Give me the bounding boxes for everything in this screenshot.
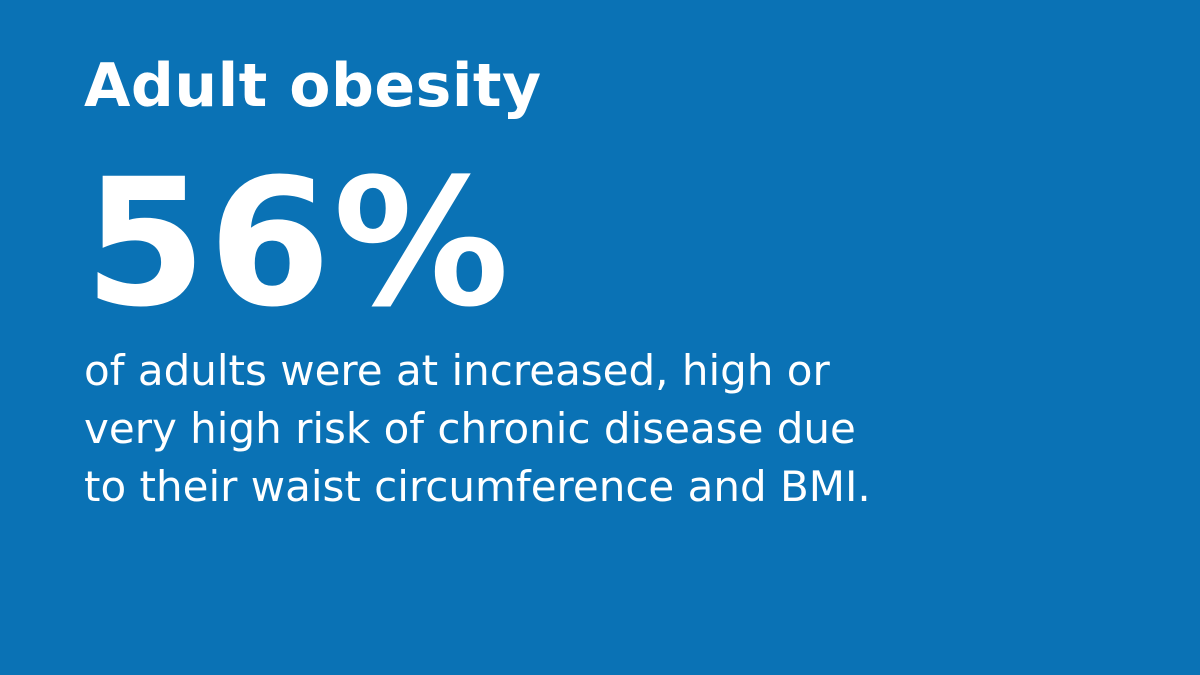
- description-line: very high risk of chronic disease due: [84, 404, 856, 453]
- statistic-value: 56%: [84, 141, 512, 346]
- description-line: to their waist circumference and BMI.: [84, 462, 871, 511]
- card-title: Adult obesity: [84, 51, 542, 121]
- statistic-description: of adults were at increased, high or ver…: [84, 342, 1134, 516]
- description-line: of adults were at increased, high or: [84, 346, 830, 395]
